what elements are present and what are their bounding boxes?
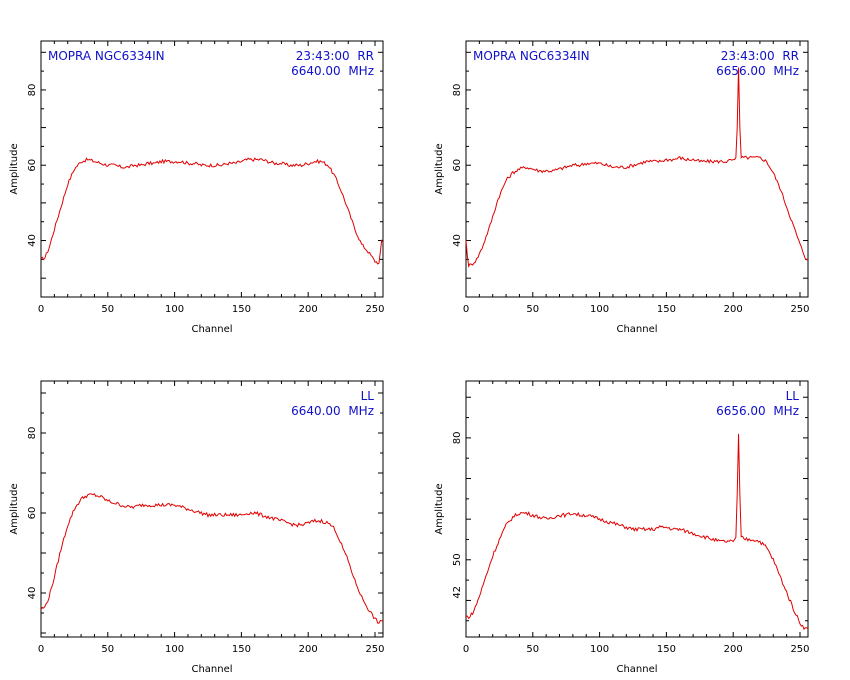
spectrum-panel-1: 0 50 100 150 200 250 40 60 80 Channel Amplitude MOP… <box>9 40 385 335</box>
source-label: MOPRA NGC6334IN <box>48 49 165 63</box>
x-tick-label: 50 <box>526 304 539 315</box>
plot-frame <box>40 380 384 638</box>
plot-frame <box>465 380 809 638</box>
y-axis-label: Amplitude <box>434 483 445 534</box>
y-tick-label: 40 <box>452 234 463 247</box>
x-axis-label: Channel <box>191 664 232 675</box>
frequency-label: 6640.00 MHz <box>291 64 374 78</box>
source-label: MOPRA NGC6334IN <box>473 49 590 63</box>
x-tick-label: 150 <box>232 304 251 315</box>
y-tick-label: 60 <box>452 159 463 172</box>
spectrum-line <box>40 493 384 624</box>
y-axis-label: Amplitude <box>434 143 445 194</box>
x-axis-label: Channel <box>616 664 657 675</box>
y-tick-label: 60 <box>27 159 38 172</box>
x-tick-label: 50 <box>101 644 114 655</box>
y-tick-label: 80 <box>27 84 38 97</box>
y-tick-label: 40 <box>27 587 38 600</box>
x-tick-label: 50 <box>101 304 114 315</box>
plot-frame <box>465 40 809 298</box>
y-tick-label: 60 <box>27 507 38 520</box>
y-tick-label: 80 <box>27 427 38 440</box>
y-tick-label: 50 <box>452 553 463 566</box>
x-tick-label: 200 <box>299 304 318 315</box>
x-tick-label: 200 <box>724 644 743 655</box>
y-tick-label: 80 <box>452 432 463 445</box>
spectrum-line <box>465 67 809 268</box>
x-tick-label: 100 <box>165 304 184 315</box>
x-tick-label: 150 <box>232 644 251 655</box>
y-axis-label: Amplitude <box>9 143 20 194</box>
x-tick-label: 50 <box>526 644 539 655</box>
time-polarization-label: LL <box>786 389 800 403</box>
x-tick-label: 250 <box>365 304 384 315</box>
x-tick-label: 0 <box>463 644 469 655</box>
x-tick-label: 0 <box>38 304 44 315</box>
x-tick-label: 200 <box>299 644 318 655</box>
spectrum-line <box>465 433 809 631</box>
spectrum-panel-3: 0 50 100 150 200 250 40 60 80 Channel Amplitude LL6… <box>9 380 385 675</box>
x-tick-label: 0 <box>463 304 469 315</box>
spectrum-panel-4: 0 50 100 150 200 250 42 50 80 Channel Amplitude LL6… <box>434 380 810 675</box>
time-polarization-label: 23:43:00 RR <box>296 49 374 63</box>
frequency-label: 6656.00 MHz <box>716 404 799 418</box>
spectrum-panel-2: 0 50 100 150 200 250 40 60 80 Channel Amplitude MOP… <box>434 40 810 335</box>
x-tick-label: 250 <box>790 304 809 315</box>
x-tick-label: 200 <box>724 304 743 315</box>
y-axis-label: Amplitude <box>9 483 20 534</box>
frequency-label: 6640.00 MHz <box>291 404 374 418</box>
x-tick-label: 150 <box>657 644 676 655</box>
y-tick-label: 42 <box>452 586 463 599</box>
x-tick-label: 250 <box>790 644 809 655</box>
x-tick-label: 150 <box>657 304 676 315</box>
time-polarization-label: 23:43:00 RR <box>721 49 799 63</box>
x-tick-label: 250 <box>365 644 384 655</box>
spectrum-line <box>40 157 384 265</box>
y-tick-label: 40 <box>27 234 38 247</box>
frequency-label: 6656.00 MHz <box>716 64 799 78</box>
plot-frame <box>40 40 384 298</box>
x-tick-label: 100 <box>165 644 184 655</box>
y-tick-label: 80 <box>452 84 463 97</box>
x-tick-label: 100 <box>590 644 609 655</box>
x-tick-label: 0 <box>38 644 44 655</box>
time-polarization-label: LL <box>361 389 375 403</box>
x-axis-label: Channel <box>616 324 657 335</box>
x-axis-label: Channel <box>191 324 232 335</box>
x-tick-label: 100 <box>590 304 609 315</box>
